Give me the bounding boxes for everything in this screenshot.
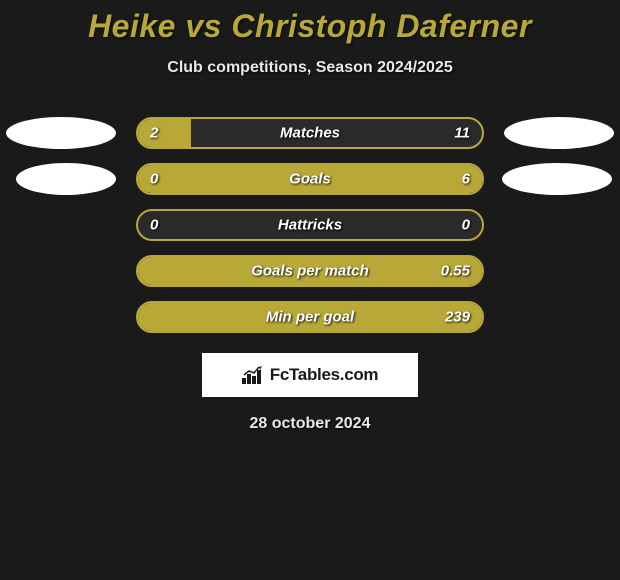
stat-row-hattricks: 0 Hattricks 0 bbox=[0, 209, 620, 241]
stat-row-matches: 2 Matches 11 bbox=[0, 117, 620, 149]
subtitle: Club competitions, Season 2024/2025 bbox=[0, 59, 620, 77]
right-marker bbox=[502, 163, 612, 195]
stat-bar: Goals per match 0.55 bbox=[136, 255, 484, 287]
stat-row-goals-per-match: Goals per match 0.55 bbox=[0, 255, 620, 287]
stat-right-value: 6 bbox=[462, 171, 470, 188]
stat-bar: 0 Hattricks 0 bbox=[136, 209, 484, 241]
left-marker bbox=[6, 117, 116, 149]
stat-right-value: 0.55 bbox=[441, 263, 470, 280]
date-label: 28 october 2024 bbox=[0, 415, 620, 433]
stat-label: Hattricks bbox=[278, 217, 342, 234]
stat-left-value: 0 bbox=[150, 217, 158, 234]
stat-label: Goals per match bbox=[251, 263, 369, 280]
stat-label: Goals bbox=[289, 171, 331, 188]
stat-right-value: 11 bbox=[454, 125, 470, 142]
right-marker bbox=[504, 117, 614, 149]
stat-row-goals: 0 Goals 6 bbox=[0, 163, 620, 195]
stat-bar: Min per goal 239 bbox=[136, 301, 484, 333]
bar-left-fill bbox=[138, 119, 191, 147]
stat-label: Matches bbox=[280, 125, 340, 142]
stat-row-min-per-goal: Min per goal 239 bbox=[0, 301, 620, 333]
page-title: Heike vs Christoph Daferner bbox=[0, 8, 620, 45]
stat-left-value: 2 bbox=[150, 125, 158, 142]
stat-right-value: 0 bbox=[462, 217, 470, 234]
brand-text: FcTables.com bbox=[270, 365, 379, 385]
left-marker bbox=[16, 163, 116, 195]
stats-list: 2 Matches 11 0 Goals 6 0 Hattricks 0 bbox=[0, 117, 620, 333]
stat-label: Min per goal bbox=[266, 309, 354, 326]
brand-link[interactable]: FcTables.com bbox=[202, 353, 418, 397]
comparison-widget: Heike vs Christoph Daferner Club competi… bbox=[0, 0, 620, 580]
stat-right-value: 239 bbox=[445, 309, 470, 326]
stat-left-value: 0 bbox=[150, 171, 158, 188]
brand-chart-icon bbox=[242, 366, 264, 384]
stat-bar: 2 Matches 11 bbox=[136, 117, 484, 149]
stat-bar: 0 Goals 6 bbox=[136, 163, 484, 195]
